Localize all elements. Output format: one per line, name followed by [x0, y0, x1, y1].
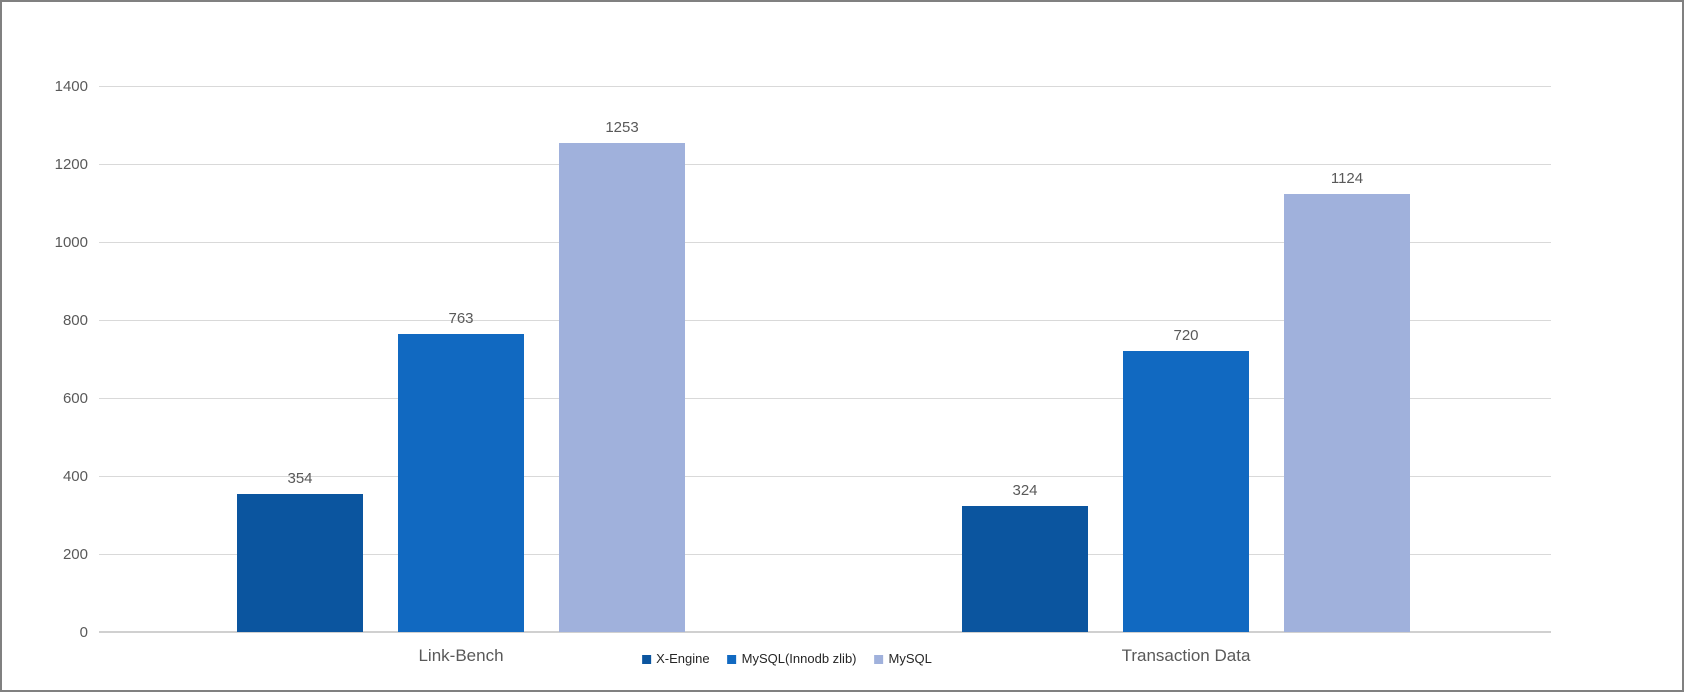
- legend-label: X-Engine: [656, 651, 710, 666]
- bar-value-label: 324: [1012, 481, 1038, 499]
- y-axis-tick-label: 200: [62, 546, 88, 563]
- legend-swatch-icon: [727, 654, 737, 664]
- gridline: [99, 86, 1551, 87]
- legend-item: MySQL: [874, 651, 932, 666]
- x-axis-line: [99, 631, 1551, 633]
- bar-mysql-innodb-zlib: [1123, 351, 1249, 632]
- y-axis-tick-label: 800: [62, 312, 88, 329]
- y-axis-tick-label: 1000: [54, 234, 88, 251]
- gridline: [99, 164, 1551, 165]
- gridline: [99, 398, 1551, 399]
- y-axis-tick-label: 1200: [54, 156, 88, 173]
- bar-value-label: 354: [287, 469, 313, 487]
- bar-x-engine: [237, 493, 363, 632]
- legend-item: MySQL(Innodb zlib): [727, 651, 857, 666]
- gridline: [99, 476, 1551, 477]
- bar-mysql: [559, 143, 685, 632]
- legend-swatch-icon: [642, 654, 652, 664]
- bar-mysql: [1284, 193, 1410, 632]
- legend-swatch-icon: [874, 654, 884, 664]
- y-axis-tick-label: 400: [62, 468, 88, 485]
- y-axis-tick-label: 1400: [54, 78, 88, 95]
- y-axis-tick-label: 600: [62, 390, 88, 407]
- bar-value-label: 1253: [605, 119, 639, 137]
- x-axis-category-label: Link-Bench: [418, 646, 504, 665]
- bar-value-label: 763: [448, 310, 474, 328]
- legend-label: MySQL: [888, 651, 932, 666]
- gridline: [99, 554, 1551, 555]
- bar-value-label: 1124: [1330, 169, 1364, 187]
- chart-legend: X-Engine MySQL(Innodb zlib) MySQL: [642, 652, 932, 666]
- gridline: [99, 242, 1551, 243]
- y-axis-tick-label: 0: [79, 624, 88, 641]
- x-axis-category-label: Transaction Data: [1121, 646, 1251, 665]
- bar-mysql-innodb-zlib: [398, 334, 524, 632]
- legend-item: X-Engine: [642, 651, 710, 666]
- bar-value-label: 720: [1173, 327, 1199, 345]
- bar-x-engine: [962, 505, 1088, 632]
- legend-label: MySQL(Innodb zlib): [741, 651, 857, 666]
- gridline: [99, 320, 1551, 321]
